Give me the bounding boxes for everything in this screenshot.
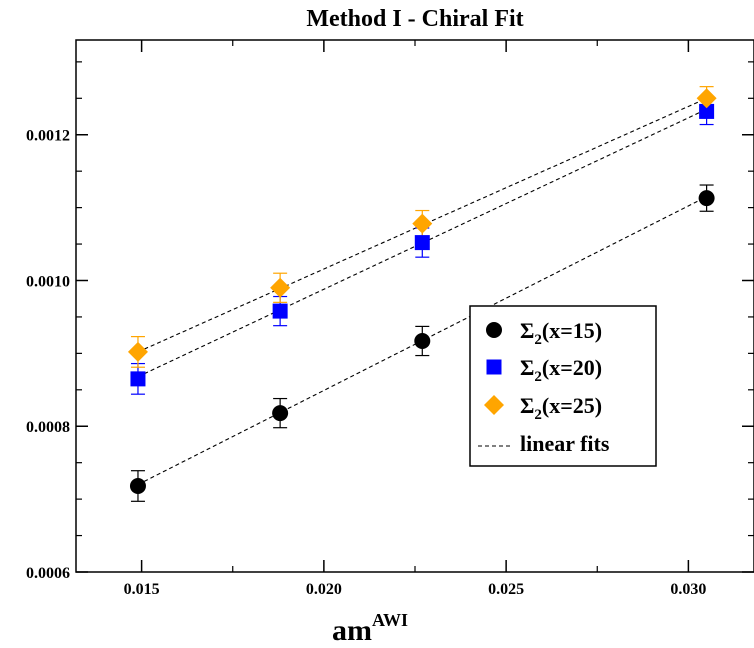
legend-marker-3 bbox=[484, 395, 504, 415]
data-point-series-2 bbox=[272, 303, 288, 319]
data-point-series-3 bbox=[696, 88, 717, 109]
legend-items: Σ2(x=15) Σ2(x=20) Σ2(x=25) linear fits bbox=[478, 318, 610, 456]
legend-marker-1 bbox=[486, 322, 502, 338]
axis-ticks bbox=[76, 40, 754, 573]
legend-marker-2 bbox=[486, 359, 502, 375]
legend-label-1: Σ2(x=15) bbox=[520, 318, 602, 348]
legend-label-3: Σ2(x=25) bbox=[520, 393, 602, 423]
data-point-series-3 bbox=[270, 277, 291, 298]
data-point-series-1 bbox=[272, 405, 289, 422]
legend-label-2: Σ2(x=20) bbox=[520, 355, 602, 385]
data-point-series-1 bbox=[129, 478, 146, 495]
chart-title: Method I - Chiral Fit bbox=[306, 6, 523, 32]
x-axis-label: amAWI bbox=[332, 610, 408, 647]
y-tick-label: 0.0008 bbox=[26, 419, 70, 436]
x-tick-label: 0.025 bbox=[488, 581, 524, 598]
data-point-series-2 bbox=[414, 235, 430, 251]
y-tick-label: 0.0010 bbox=[26, 273, 70, 290]
data-point-series-3 bbox=[127, 341, 148, 362]
legend: Σ2(x=15) Σ2(x=20) Σ2(x=25) linear fits bbox=[469, 305, 657, 467]
legend-label-fit: linear fits bbox=[520, 431, 610, 456]
x-tick-label: 0.030 bbox=[670, 581, 706, 598]
x-tick-label: 0.015 bbox=[124, 581, 160, 598]
x-axis-label-main: am bbox=[332, 614, 372, 647]
data-point-series-2 bbox=[130, 371, 146, 387]
axis-tick-labels: 0.015 0.020 0.025 0.030 0.0006 0.0008 0.0010 0.… bbox=[26, 128, 706, 598]
data-point-series-3 bbox=[412, 213, 433, 234]
y-tick-label: 0.0006 bbox=[26, 565, 70, 582]
data-point-series-1 bbox=[698, 190, 715, 207]
data-markers bbox=[127, 88, 717, 495]
x-tick-label: 0.020 bbox=[306, 581, 342, 598]
y-tick-label: 0.0012 bbox=[26, 128, 70, 145]
data-point-series-2 bbox=[699, 103, 715, 119]
x-axis-label-superscript: AWI bbox=[372, 610, 408, 630]
data-point-series-1 bbox=[414, 332, 431, 349]
